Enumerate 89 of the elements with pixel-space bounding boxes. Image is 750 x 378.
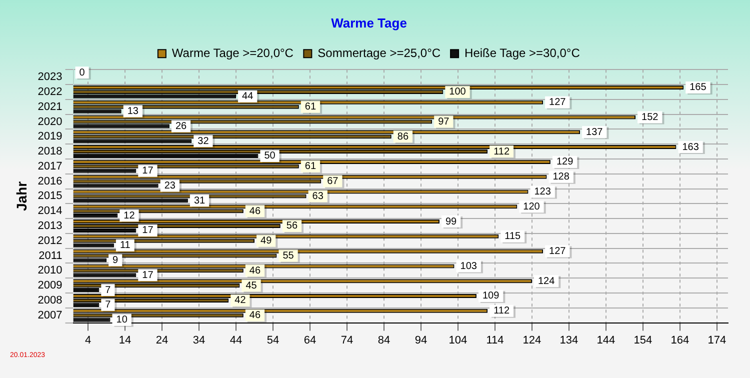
y-axis-title: Jahr bbox=[13, 180, 30, 211]
x-tick-label: 54 bbox=[266, 334, 280, 346]
y-tick-label: 2009 bbox=[38, 280, 62, 292]
data-label: 163 bbox=[682, 142, 700, 153]
x-tick-label: 104 bbox=[448, 334, 468, 346]
x-tick-label: 14 bbox=[118, 334, 132, 346]
data-label: 61 bbox=[304, 102, 316, 113]
data-label: 112 bbox=[494, 146, 510, 158]
data-label: 10 bbox=[116, 314, 128, 326]
x-tick-label: 114 bbox=[486, 334, 504, 346]
x-tick-label: 164 bbox=[670, 334, 690, 346]
x-tick-label: 24 bbox=[156, 334, 168, 346]
data-label: 17 bbox=[142, 225, 154, 236]
data-label: 165 bbox=[690, 82, 707, 94]
legend-label: Warme Tage >=20,0°C bbox=[172, 46, 294, 60]
data-label: 46 bbox=[249, 206, 261, 217]
data-label: 137 bbox=[586, 126, 604, 138]
data-label: 12 bbox=[124, 210, 136, 222]
y-tick-label: 2020 bbox=[38, 116, 62, 128]
data-label: 63 bbox=[312, 190, 324, 202]
y-tick-label: 2013 bbox=[38, 220, 62, 232]
y-tick-label: 2018 bbox=[38, 146, 62, 158]
data-label: 109 bbox=[482, 290, 500, 302]
y-tick-label: 2017 bbox=[38, 160, 62, 172]
x-tick-label: 174 bbox=[708, 334, 726, 346]
data-label: 129 bbox=[556, 156, 574, 168]
y-tick-label: 2016 bbox=[38, 175, 62, 188]
data-label: 100 bbox=[449, 86, 466, 98]
data-label: 9 bbox=[112, 254, 119, 266]
data-label: 127 bbox=[549, 97, 566, 108]
x-tick-label: 44 bbox=[230, 334, 242, 346]
data-label: 42 bbox=[234, 295, 246, 306]
data-label: 86 bbox=[397, 131, 409, 142]
y-tick-label: 2007 bbox=[38, 309, 62, 322]
data-label: 99 bbox=[445, 216, 458, 228]
data-label: 7 bbox=[105, 300, 112, 311]
y-tick-label: 2022 bbox=[38, 86, 62, 98]
y-tick-label: 2008 bbox=[38, 294, 62, 306]
y-tick-label: 2012 bbox=[38, 234, 62, 247]
data-label: 97 bbox=[438, 116, 450, 128]
data-label: 49 bbox=[260, 236, 272, 247]
data-label: 0 bbox=[79, 67, 86, 78]
x-tick-label: 144 bbox=[596, 334, 616, 346]
data-label: 23 bbox=[164, 180, 176, 192]
x-tick-label: 84 bbox=[378, 334, 390, 346]
y-tick-label: 2011 bbox=[38, 250, 62, 262]
data-label: 120 bbox=[523, 201, 540, 212]
data-label: 128 bbox=[552, 172, 570, 183]
data-label: 67 bbox=[327, 176, 339, 188]
legend-label: Sommertage >=25,0°C bbox=[318, 46, 441, 60]
data-label: 11 bbox=[120, 240, 131, 252]
data-label: 46 bbox=[249, 265, 261, 276]
x-tick-label: 94 bbox=[414, 334, 428, 346]
data-label: 115 bbox=[504, 231, 522, 242]
x-tick-label: 154 bbox=[634, 334, 652, 346]
data-label: 26 bbox=[175, 120, 188, 132]
y-tick-label: 2019 bbox=[38, 130, 62, 143]
y-tick-label: 2021 bbox=[38, 100, 62, 113]
data-label: 44 bbox=[242, 91, 254, 102]
data-label: 103 bbox=[460, 260, 478, 272]
data-label: 17 bbox=[142, 166, 154, 177]
data-label: 55 bbox=[282, 250, 294, 262]
x-tick-label: 4 bbox=[85, 334, 92, 346]
x-tick-label: 124 bbox=[522, 334, 542, 346]
legend-label: Heiße Tage >=30,0°C bbox=[464, 46, 580, 60]
data-label: 152 bbox=[642, 112, 659, 124]
x-tick-label: 74 bbox=[340, 334, 354, 346]
data-label: 31 bbox=[194, 195, 206, 206]
chart-title: Warme Tage bbox=[331, 15, 407, 30]
y-tick-label: 2010 bbox=[38, 264, 62, 277]
data-label: 56 bbox=[286, 220, 298, 232]
data-label: 61 bbox=[304, 161, 316, 172]
y-tick-label: 2015 bbox=[38, 190, 62, 202]
x-tick-label: 134 bbox=[560, 334, 578, 346]
y-tick-label: 2023 bbox=[38, 71, 62, 84]
data-label: 50 bbox=[264, 150, 276, 162]
data-label: 112 bbox=[494, 306, 510, 317]
x-tick-label: 34 bbox=[192, 334, 206, 346]
data-label: 7 bbox=[105, 284, 112, 296]
data-label: 13 bbox=[127, 106, 139, 118]
data-label: 17 bbox=[142, 270, 154, 281]
data-label: 124 bbox=[538, 276, 556, 287]
data-label: 123 bbox=[534, 186, 552, 198]
data-label: 32 bbox=[198, 136, 210, 147]
x-tick-label: 64 bbox=[304, 334, 316, 346]
data-label: 45 bbox=[246, 280, 258, 292]
data-label: 127 bbox=[549, 246, 566, 258]
data-label: 46 bbox=[249, 310, 261, 322]
y-tick-label: 2014 bbox=[38, 205, 62, 218]
